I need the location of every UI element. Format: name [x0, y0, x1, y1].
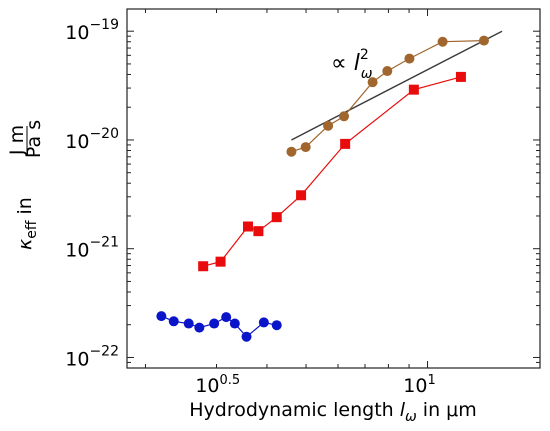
series-0-line — [161, 315, 277, 338]
series-1-line — [203, 76, 462, 267]
series-group — [156, 35, 489, 342]
series-1-point — [215, 256, 226, 267]
series-1-point — [198, 261, 209, 272]
y-tick-label: 10−21 — [65, 235, 119, 262]
series-2-point — [323, 120, 334, 131]
series-1-point — [408, 84, 419, 95]
series-0-point — [258, 317, 269, 328]
series-1-point — [455, 71, 466, 82]
reference-line-group — [291, 30, 503, 141]
y-axis-unit-denominator: Pa s — [23, 120, 45, 158]
series-1-point — [296, 190, 307, 201]
x-axis-title: Hydrodynamic length lω in μm — [189, 399, 477, 425]
y-tick-label: 10−19 — [65, 17, 119, 44]
series-1-point — [271, 212, 282, 223]
y-tick-label: 10−22 — [65, 343, 119, 370]
series-2-point — [478, 35, 489, 46]
series-0-point — [156, 311, 167, 322]
tick-labels: 100.5 101 10−22 10−21 10−20 10−19 — [65, 17, 435, 397]
series-1-point — [253, 226, 264, 237]
series-2-point — [339, 111, 350, 122]
series-2-point — [382, 66, 393, 77]
series-0-point — [229, 318, 240, 329]
tick-marks — [127, 9, 540, 369]
series-0-point — [221, 312, 232, 323]
series-0-point — [194, 322, 205, 333]
plot-frame — [126, 8, 541, 369]
reference-slope-line — [291, 30, 503, 141]
svg-text:κeff in: κeff in — [14, 197, 40, 250]
series-0-point — [209, 318, 220, 329]
y-axis-title: κeff in J m Pa s — [6, 120, 45, 250]
series-1-point — [340, 138, 351, 149]
series-0-point — [241, 331, 252, 342]
series-2-point — [367, 77, 378, 88]
slope-annotation: ∝ l2 ω — [331, 47, 373, 82]
series-2-point — [437, 36, 448, 47]
series-1-point — [242, 221, 253, 232]
series-2-point — [286, 146, 297, 157]
y-axis-unit-numerator: J m — [6, 125, 28, 156]
x-tick-label: 100.5 — [195, 373, 240, 397]
series-2-point — [404, 53, 415, 64]
series-0-point — [271, 320, 282, 331]
x-tick-label: 101 — [403, 373, 435, 397]
series-0-point — [183, 318, 194, 329]
series-0-point — [168, 316, 179, 327]
series-2-line — [291, 40, 485, 153]
series-2-point — [300, 142, 311, 153]
y-tick-label: 10−20 — [65, 126, 119, 153]
